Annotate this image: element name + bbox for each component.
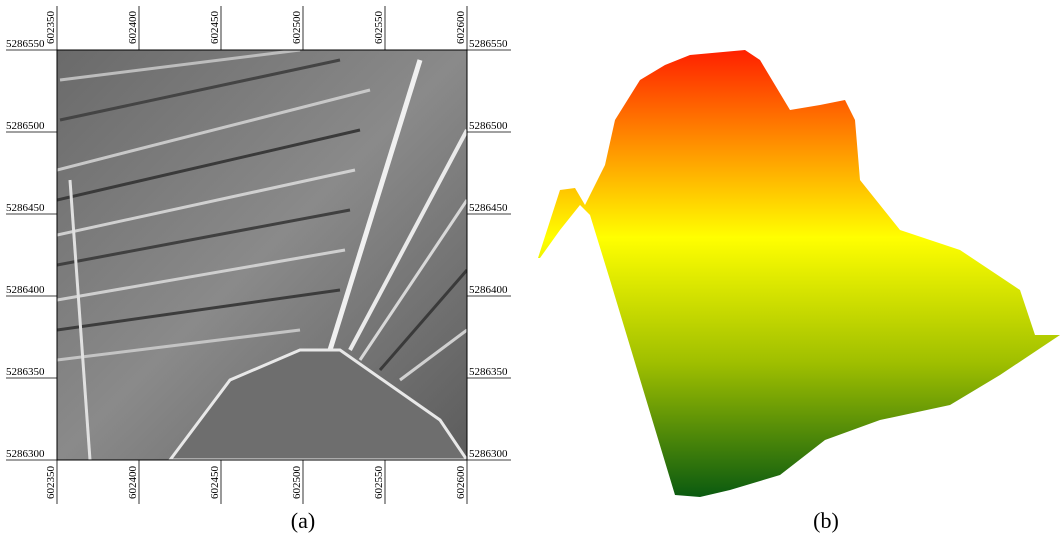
y-tick-label: 5286450: [6, 202, 45, 214]
y-tick-label: 5286400: [6, 284, 45, 296]
x-tick-label: 602450: [209, 466, 221, 500]
x-tick-label: 602600: [455, 11, 467, 45]
elevation-surface: [538, 50, 1060, 497]
y-tick-label: 5286550: [469, 38, 508, 50]
hillshade-map: [57, 50, 467, 460]
y-tick-label: 5286500: [6, 120, 45, 132]
y-tick-label: 5286350: [469, 366, 508, 378]
x-tick-label: 602500: [291, 11, 303, 45]
x-tick-label: 602600: [455, 466, 467, 500]
caption: (b): [813, 508, 839, 533]
x-tick-label: 602350: [45, 11, 57, 45]
x-tick-label: 602450: [209, 11, 221, 45]
y-tick-label: 5286300: [469, 448, 508, 460]
x-tick-label: 602550: [373, 466, 385, 500]
y-tick-label: 5286500: [469, 120, 508, 132]
x-tick-label: 602400: [127, 11, 139, 45]
x-tick-label: 602500: [291, 466, 303, 500]
y-tick-label: 5286550: [6, 38, 45, 50]
y-tick-label: 5286300: [6, 448, 45, 460]
y-tick-label: 5286450: [469, 202, 508, 214]
x-tick-label: 602350: [45, 466, 57, 500]
figure: 602350 602350 602400 602400 602450 602450 6025…: [0, 0, 1060, 542]
caption: (a): [291, 508, 315, 533]
x-tick-label: 602550: [373, 11, 385, 45]
y-tick-label: 5286350: [6, 366, 45, 378]
x-tick-label: 602400: [127, 466, 139, 500]
y-tick-label: 5286400: [469, 284, 508, 296]
